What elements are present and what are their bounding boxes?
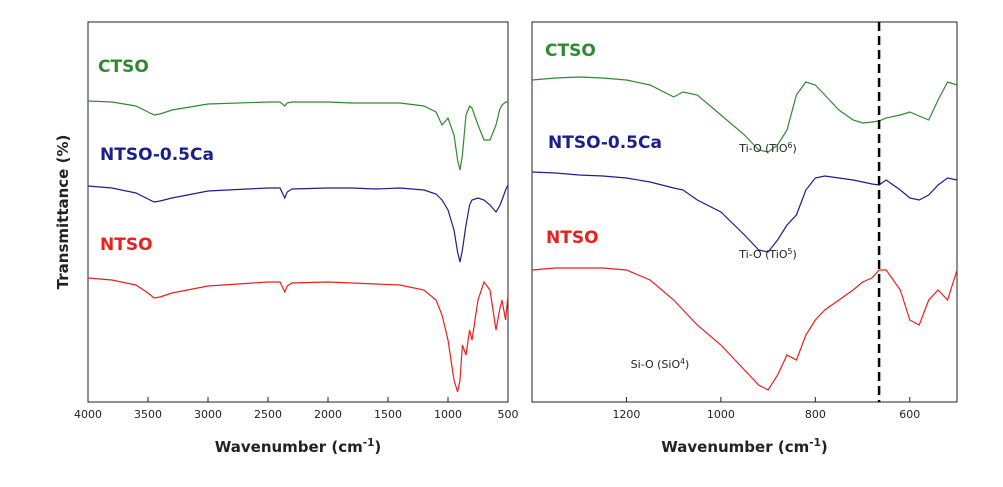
- x-tick-label: 1000: [434, 408, 462, 421]
- x-tick-label: 3500: [134, 408, 162, 421]
- x-tick-label: 500: [498, 408, 519, 421]
- x-tick-label: 800: [805, 408, 826, 421]
- series-label: NTSO: [546, 228, 599, 248]
- plot-frame: [87, 21, 509, 403]
- spectrum-line: [87, 277, 509, 393]
- x-tick-label: 1500: [374, 408, 402, 421]
- annotation-part: ): [792, 142, 796, 155]
- annotation-part: 4: [680, 357, 685, 366]
- x-tick-label: 4000: [74, 408, 102, 421]
- annotation-part: Ti-O (TiO: [738, 248, 788, 261]
- x-tick-label: 2500: [254, 408, 282, 421]
- x-tick-label: 3000: [194, 408, 222, 421]
- spectrum-line: [531, 267, 958, 391]
- spectrum-line: [87, 184, 509, 263]
- x-axis-label-part: Wavenumber (cm: [661, 438, 809, 456]
- annotation-part: 6: [788, 141, 793, 150]
- series-label: CTSO: [98, 57, 149, 77]
- series-label: NTSO-0.5Ca: [100, 145, 214, 165]
- annotation: Ti-O (TiO6): [738, 141, 796, 156]
- spectrum-line: [87, 100, 508, 171]
- series-label: NTSO-0.5Ca: [548, 133, 662, 153]
- annotation-part: ): [792, 248, 796, 261]
- annotation: Si-O (SiO4): [631, 357, 690, 372]
- annotation-part: ): [685, 358, 689, 371]
- plot-frame: [531, 21, 958, 403]
- x-tick-label: 1000: [707, 408, 735, 421]
- x-axis-label: Wavenumber (cm-1): [661, 437, 828, 456]
- x-tick-label: 600: [899, 408, 920, 421]
- series-label: NTSO: [100, 235, 153, 255]
- spectrum-line: [531, 76, 958, 153]
- x-axis-label-part: Wavenumber (cm: [215, 438, 363, 456]
- x-axis-label: Wavenumber (cm-1): [215, 437, 382, 456]
- x-axis-label-part: ): [374, 438, 381, 456]
- x-axis-label-part: -1: [809, 437, 821, 449]
- y-axis-label: Transmittance (%): [54, 135, 72, 290]
- x-axis-label-part: ): [821, 438, 828, 456]
- x-axis-label-part: -1: [363, 437, 375, 449]
- spectrum-line: [531, 171, 958, 253]
- annotation-part: 5: [788, 247, 793, 256]
- series-label: CTSO: [545, 41, 596, 61]
- annotation-part: Ti-O (TiO: [738, 142, 788, 155]
- x-tick-label: 2000: [314, 408, 342, 421]
- annotation-part: Si-O (SiO: [631, 358, 681, 371]
- x-tick-label: 1200: [612, 408, 640, 421]
- annotation: Ti-O (TiO5): [738, 247, 796, 262]
